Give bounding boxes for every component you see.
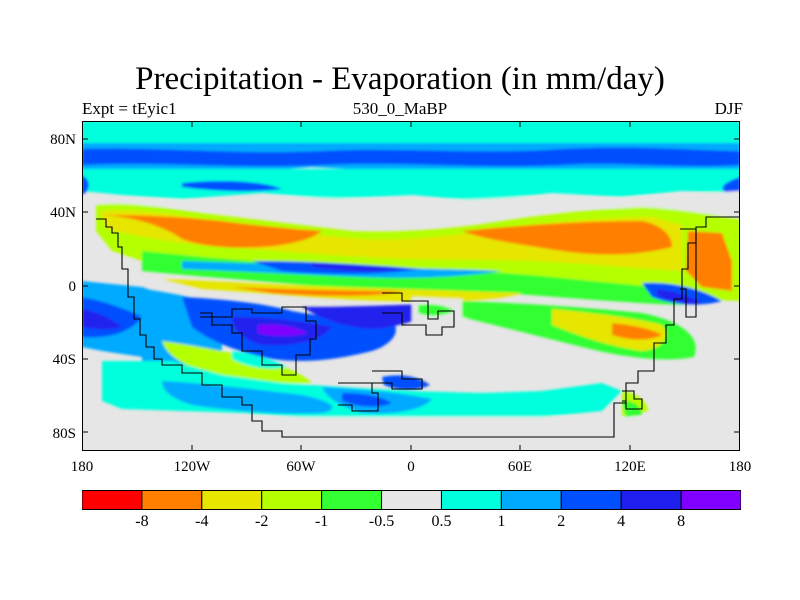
colorbar-label: 0.5	[431, 513, 452, 530]
x-tick-label-60w: 60W	[286, 459, 316, 475]
colorbar-swatch	[440, 490, 502, 510]
colorbar-swatch	[201, 490, 263, 510]
colorbar-swatch	[381, 490, 442, 510]
colorbar-label: -8	[135, 513, 149, 530]
axis-ticks	[82, 121, 740, 451]
colorbar-label: -4	[195, 513, 209, 530]
experiment-label: Expt = tEyic1	[82, 99, 177, 118]
x-tick-label-120e: 120E	[614, 459, 646, 475]
y-tick-label-0: 0	[68, 279, 77, 295]
colorbar-swatch	[560, 490, 622, 510]
colorbar-label: -2	[255, 513, 269, 530]
colorbar-swatch	[321, 490, 383, 510]
coastlines	[96, 216, 740, 438]
colorbar-label: -0.5	[368, 513, 395, 530]
colorbar-swatch	[500, 490, 562, 510]
colorbar-label: 4	[617, 513, 626, 530]
x-tick-label-180w: 180	[70, 459, 94, 475]
colorbar	[82, 490, 741, 510]
y-tick-label-80s: 80S	[52, 426, 76, 442]
colorbar-label: 2	[557, 513, 566, 530]
field-layer	[82, 121, 740, 451]
colorbar-label: -1	[314, 513, 329, 530]
colorbar-swatch	[620, 490, 682, 510]
precipitation-minus-evaporation-map	[82, 121, 740, 451]
y-tick-label-40s: 40S	[52, 352, 76, 368]
y-tick-label-40n: 40N	[50, 205, 76, 221]
colorbar-swatch	[680, 490, 741, 510]
x-tick-label-0: 0	[407, 459, 415, 475]
x-tick-label-120w: 120W	[173, 459, 211, 475]
y-tick-label-80n: 80N	[50, 132, 76, 148]
colorbar-swatch	[141, 490, 203, 510]
map-title: Precipitation - Evaporation (in mm/day)	[135, 61, 665, 97]
colorbar-label: 1	[497, 513, 506, 530]
x-tick-label-180e: 180	[728, 459, 752, 475]
colorbar-swatch	[82, 490, 143, 510]
colorbar-swatch	[261, 490, 323, 510]
colorbar-label: 8	[677, 513, 686, 530]
season-label: DJF	[714, 99, 743, 118]
x-tick-label-60e: 60E	[507, 459, 533, 475]
time-label: 530_0_MaBP	[352, 99, 448, 118]
